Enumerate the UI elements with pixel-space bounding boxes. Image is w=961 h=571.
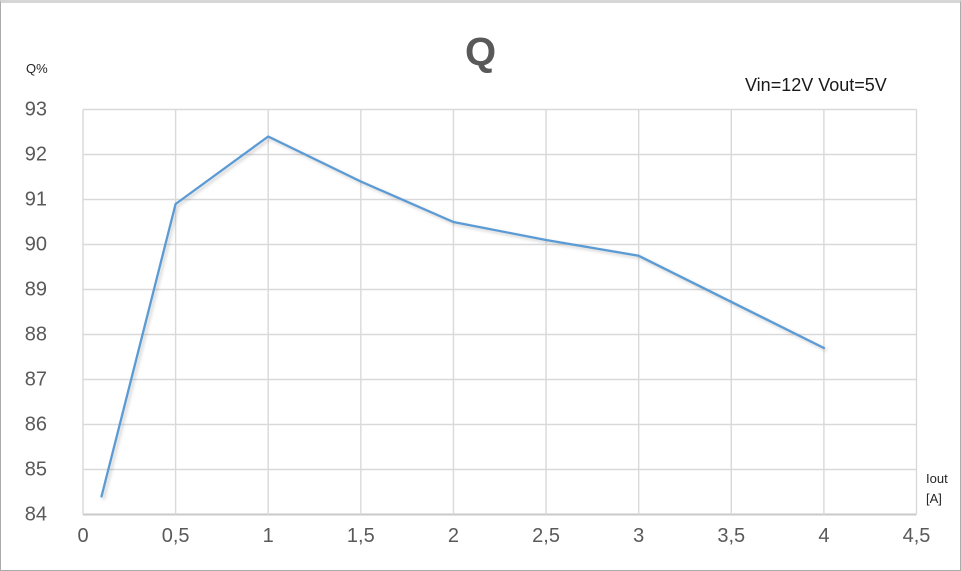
x-tick-label: 1 [262,525,274,547]
x-axis-unit-label: Iout [A] [926,469,948,508]
x-axis-unit-line1: Iout [926,471,948,486]
y-tick-label: 93 [24,98,47,120]
y-tick-label: 88 [24,323,47,345]
x-tick-label: 2 [447,525,459,547]
y-tick-label: 92 [24,143,47,165]
x-axis-unit-line2: [A] [926,490,942,506]
y-tick-label: 87 [24,368,47,390]
chart-annotation: Vin=12V Vout=5V [745,75,887,95]
x-tick-label: 3,5 [717,525,746,547]
gridlines [82,108,918,516]
x-tick-label: 0 [77,525,89,547]
x-tick-label: 0,5 [161,525,190,547]
y-tick-label: 90 [24,233,47,255]
x-tick-label: 3 [633,525,645,547]
plot-area [82,108,918,516]
x-tick-label: 4,5 [902,525,931,547]
x-tick-label: 2,5 [532,525,560,547]
y-tick-label: 89 [24,278,47,300]
x-tick-label: 1,5 [346,525,375,547]
x-tick-label: 4 [818,525,830,547]
y-tick-label: 85 [24,458,47,480]
y-tick-label: 86 [24,413,47,435]
efficiency-series-line [100,135,826,498]
y-tick-label: 91 [24,188,47,210]
y-axis-unit-label: Q% [26,61,48,76]
chart-title: Q [464,30,497,74]
y-tick-label: 84 [24,503,47,525]
